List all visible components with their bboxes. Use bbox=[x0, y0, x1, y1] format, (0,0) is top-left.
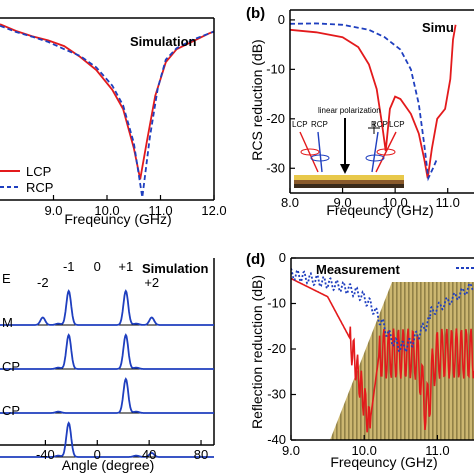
panel-a-series-lcp bbox=[0, 23, 214, 180]
panel-c-order-label: +2 bbox=[144, 275, 159, 290]
panel-b-xtick-label: 11.0 bbox=[436, 195, 460, 210]
inset-beam-2 bbox=[317, 131, 323, 173]
panel-d-ylabel: Reflection reduction (dB) bbox=[249, 275, 265, 429]
inset-beam-1 bbox=[299, 131, 319, 173]
inset-left-rcp: RCP bbox=[311, 120, 328, 129]
panel-a-xlabel: Freqeuncy (GHz) bbox=[64, 211, 171, 227]
panel-c-row-label: M bbox=[2, 315, 13, 330]
panel-b-ytick-label: -30 bbox=[266, 160, 285, 175]
legend-rcp-label: RCP bbox=[26, 180, 53, 195]
inset-arrow-head bbox=[340, 164, 350, 174]
panel-d-series-red bbox=[291, 277, 474, 433]
panel-c-row-label: E bbox=[2, 271, 11, 286]
panel-a-title: Simulation bbox=[130, 34, 197, 49]
panel-c-xtick-label: 0 bbox=[94, 447, 101, 462]
panel-a-xtick-label: 11.0 bbox=[148, 203, 172, 218]
panel-c-order-label: +1 bbox=[118, 259, 133, 274]
panel-d-tag: (d) bbox=[246, 251, 265, 268]
panel-d-ytick-label: -40 bbox=[267, 432, 286, 447]
panel-c-xtick-label: 40 bbox=[142, 447, 156, 462]
panel-a-xtick-label: 10.0 bbox=[94, 203, 119, 218]
inset-left-lcp: LCP bbox=[292, 120, 308, 129]
panel-d-title: Measurement bbox=[316, 262, 400, 277]
panel-b-tag: (b) bbox=[246, 5, 265, 22]
panel-a-xtick-label: 12.0 bbox=[201, 203, 226, 218]
panel-a: 9.0 10.0 11.0 12.0 Simulation Freqeuncy (GH… bbox=[0, 17, 227, 227]
inset-ring-4 bbox=[376, 148, 396, 156]
panel-c-row-curve bbox=[0, 289, 214, 326]
panel-b-series-1 bbox=[290, 24, 457, 179]
panel-a-legend: LCP RCP bbox=[0, 164, 53, 195]
inset-ring-2 bbox=[310, 154, 330, 162]
panel-b-xtick-label: 9.0 bbox=[334, 195, 352, 210]
inset-ring-1 bbox=[300, 148, 320, 156]
panel-d-ytick-label: 0 bbox=[279, 250, 286, 265]
panel-c-xtick-label: 80 bbox=[194, 447, 208, 462]
panel-d-ytick-label: -10 bbox=[267, 296, 286, 311]
panel-c-order-label: -2 bbox=[37, 275, 49, 290]
inset-beam-4 bbox=[375, 131, 397, 173]
panel-c-xlabel: Angle (degree) bbox=[62, 457, 155, 473]
legend-lcp-label: LCP bbox=[26, 164, 51, 179]
panel-d: (d) 9.0 10.0 11.0 0 -10 -20 -30 -40 Measurement… bbox=[246, 250, 474, 470]
panel-b-ytick-label: -20 bbox=[266, 111, 285, 126]
inset-metasurface-bottom bbox=[294, 184, 404, 188]
panel-d-xtick-label: 10.0 bbox=[352, 443, 377, 458]
panel-b-inset: linear polarization LCP RCP RCP LCP bbox=[292, 106, 405, 188]
panel-c-row-curve bbox=[0, 333, 214, 370]
inset-beam-3 bbox=[371, 131, 379, 173]
panel-b: (b) 8.0 9.0 10.0 11.0 0 -10 -20 -30 Simu Freqeu… bbox=[246, 5, 474, 218]
panel-b-title: Simu bbox=[422, 20, 454, 35]
panel-c-row-label: CP bbox=[2, 359, 20, 374]
inset-right-rcp: RCP bbox=[371, 120, 388, 129]
inset-right-lcp: LCP bbox=[389, 120, 405, 129]
panel-d-xlabel: Freqeuncy (GHz) bbox=[330, 454, 437, 470]
inset-metasurface-top bbox=[294, 175, 404, 180]
panel-d-xtick-label: 9.0 bbox=[282, 443, 300, 458]
panel-c-xtick-label: -40 bbox=[36, 447, 55, 462]
panel-b-ylabel: RCS reduction (dB) bbox=[249, 39, 265, 160]
panel-d-xtick-label: 11.0 bbox=[425, 443, 449, 458]
panel-c-row-curve bbox=[0, 421, 214, 458]
panel-a-series-rcp bbox=[0, 24, 214, 198]
panel-b-ytick-label: -10 bbox=[266, 61, 285, 76]
panel-b-xtick-label: 10.0 bbox=[382, 195, 407, 210]
panel-b-series-2 bbox=[290, 22, 439, 182]
panel-b-ytick-label: 0 bbox=[278, 12, 285, 27]
panel-c-row-curve bbox=[0, 377, 214, 414]
panel-a-xtick-label: 9.0 bbox=[44, 203, 62, 218]
panel-c-title: Simulation bbox=[142, 261, 209, 276]
panel-b-xtick-label: 8.0 bbox=[281, 195, 299, 210]
panel-c-order-label: 0 bbox=[94, 259, 101, 274]
inset-title: linear polarization bbox=[318, 106, 381, 115]
panel-d-ytick-label: -20 bbox=[267, 341, 286, 356]
panel-b-xlabel: Freqeuncy (GHz) bbox=[326, 202, 433, 218]
panel-c: -40 0 40 80 Simulation Angle (degree) -2 -1 0… bbox=[0, 258, 215, 473]
panel-d-ytick-label: -30 bbox=[267, 387, 286, 402]
panel-c-row-label: CP bbox=[2, 403, 20, 418]
inset-ring-3 bbox=[365, 154, 385, 162]
inset-metasurface-mid bbox=[294, 180, 404, 184]
panel-c-order-label: -1 bbox=[63, 259, 75, 274]
